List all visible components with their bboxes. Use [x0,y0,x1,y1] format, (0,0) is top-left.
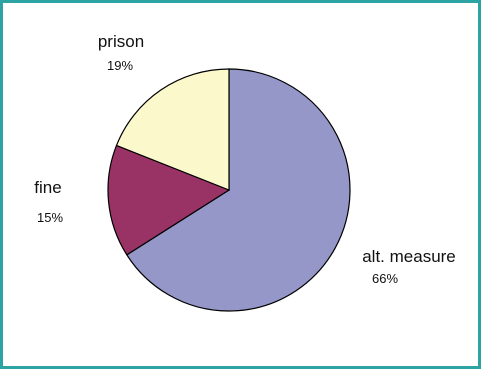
pie-slice-fine [107,144,231,256]
pie-slices [107,68,351,312]
pie-slice-alt-measure [126,68,351,312]
label-fine-percent: 15% [37,210,63,225]
label-alt-measure-name: alt. measure [362,247,456,266]
label-prison-percent: 19% [107,58,133,73]
label-prison-name: prison [98,32,144,51]
label-alt-measure-percent: 66% [372,271,398,286]
label-fine-name: fine [34,178,61,197]
pie-slice-prison [115,68,230,191]
